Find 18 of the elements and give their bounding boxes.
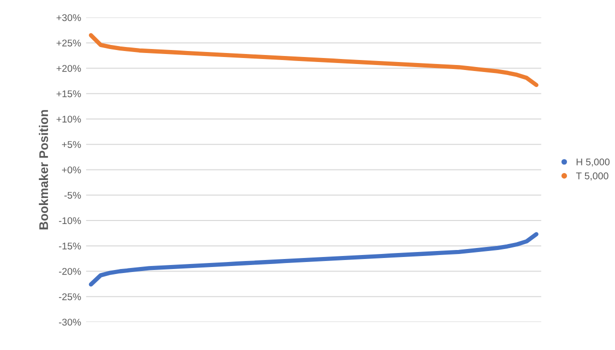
y-axis-title: Bookmaker Position	[38, 110, 48, 230]
legend-label: T 5,000	[576, 172, 608, 180]
y-tick-label: +25%	[56, 40, 81, 46]
y-tick-label: +15%	[56, 90, 81, 98]
y-tick-label: -30%	[58, 318, 81, 326]
legend-label: H 5,000	[576, 158, 610, 167]
y-tick-label: -20%	[58, 268, 81, 275]
y-tick-label: +20%	[56, 64, 81, 72]
y-tick-label: +10%	[56, 116, 81, 123]
y-tick-label: -15%	[58, 242, 81, 250]
y-tick-label: -10%	[58, 217, 81, 224]
y-tick-label: +30%	[56, 14, 81, 22]
line-series	[88, 33, 538, 88]
line-series	[88, 232, 538, 287]
y-tick-label: +0%	[62, 166, 81, 174]
y-tick-label: -25%	[58, 293, 81, 300]
y-tick-label: +5%	[62, 141, 81, 148]
y-tick-label: -5%	[64, 192, 81, 199]
